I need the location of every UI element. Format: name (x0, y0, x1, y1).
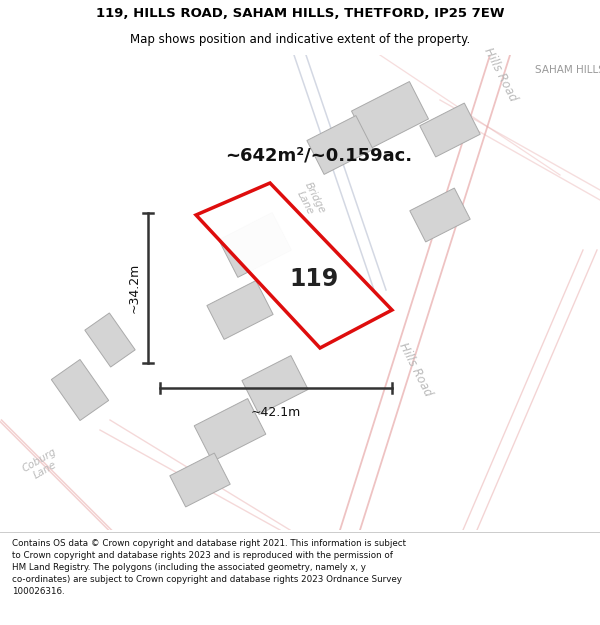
Polygon shape (52, 359, 109, 421)
Polygon shape (242, 356, 308, 414)
Text: Map shows position and indicative extent of the property.: Map shows position and indicative extent… (130, 33, 470, 46)
Polygon shape (307, 116, 373, 174)
Polygon shape (352, 81, 428, 149)
Text: ~642m²/~0.159ac.: ~642m²/~0.159ac. (225, 146, 412, 164)
Text: Contains OS data © Crown copyright and database right 2021. This information is : Contains OS data © Crown copyright and d… (12, 539, 406, 596)
Polygon shape (410, 188, 470, 242)
Text: Bridge
Lane: Bridge Lane (293, 180, 328, 220)
Polygon shape (170, 453, 230, 507)
Polygon shape (194, 399, 266, 461)
Polygon shape (207, 281, 273, 339)
Polygon shape (85, 313, 135, 367)
Text: 119: 119 (290, 267, 339, 291)
Text: ~34.2m: ~34.2m (128, 263, 140, 313)
Text: Coburg
Lane: Coburg Lane (20, 446, 64, 484)
Polygon shape (219, 213, 291, 278)
Text: Hills Road: Hills Road (481, 46, 519, 104)
Polygon shape (420, 103, 480, 157)
Text: 119, HILLS ROAD, SAHAM HILLS, THETFORD, IP25 7EW: 119, HILLS ROAD, SAHAM HILLS, THETFORD, … (96, 8, 504, 20)
Text: Hills Road: Hills Road (396, 341, 434, 399)
Text: ~42.1m: ~42.1m (251, 406, 301, 419)
Polygon shape (196, 183, 392, 348)
Text: SAHAM HILLS: SAHAM HILLS (535, 65, 600, 75)
